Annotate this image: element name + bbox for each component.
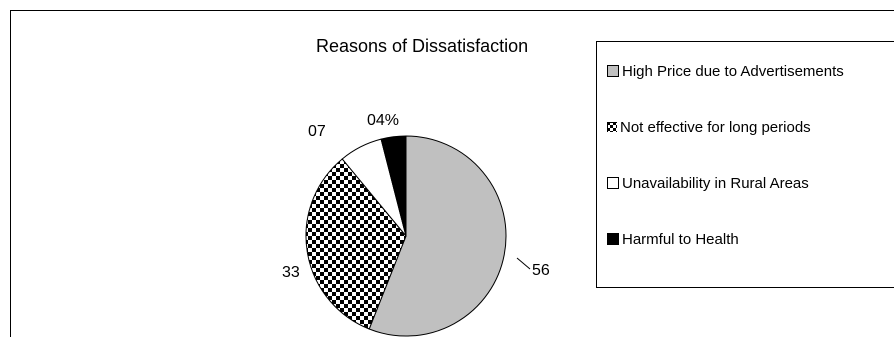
legend-swatch-gray (607, 65, 619, 77)
data-label-leader-line (516, 257, 531, 270)
chart-title: Reasons of Dissatisfaction (316, 36, 529, 56)
legend-swatch-black (607, 233, 619, 245)
data-label-not-effective: 33 (282, 264, 300, 281)
data-label-harmful: 04% (367, 112, 400, 129)
legend-swatch-white (607, 177, 619, 189)
data-label-high-price: 56 (532, 262, 550, 279)
pie-slice-high-price (368, 135, 507, 337)
legend-item-high-price: High Price due to Advertisements (607, 62, 844, 80)
legend-swatch-checkered (607, 122, 617, 132)
legend-item-not-effective: Not effective for long periods (607, 118, 811, 136)
chart-legend: High Price due to Advertisements Not eff… (596, 41, 894, 288)
legend-item-unavailability: Unavailability in Rural Areas (607, 174, 809, 192)
legend-label: High Price due to Advertisements (622, 62, 844, 80)
legend-label: Harmful to Health (622, 230, 739, 248)
data-label-unavailability: 07 (308, 123, 326, 140)
legend-item-harmful: Harmful to Health (607, 230, 739, 248)
pie-slice-harmful (380, 135, 407, 237)
legend-label: Not effective for long periods (620, 118, 811, 136)
legend-label: Unavailability in Rural Areas (622, 174, 809, 192)
pie-slice-not-effective (305, 158, 407, 330)
